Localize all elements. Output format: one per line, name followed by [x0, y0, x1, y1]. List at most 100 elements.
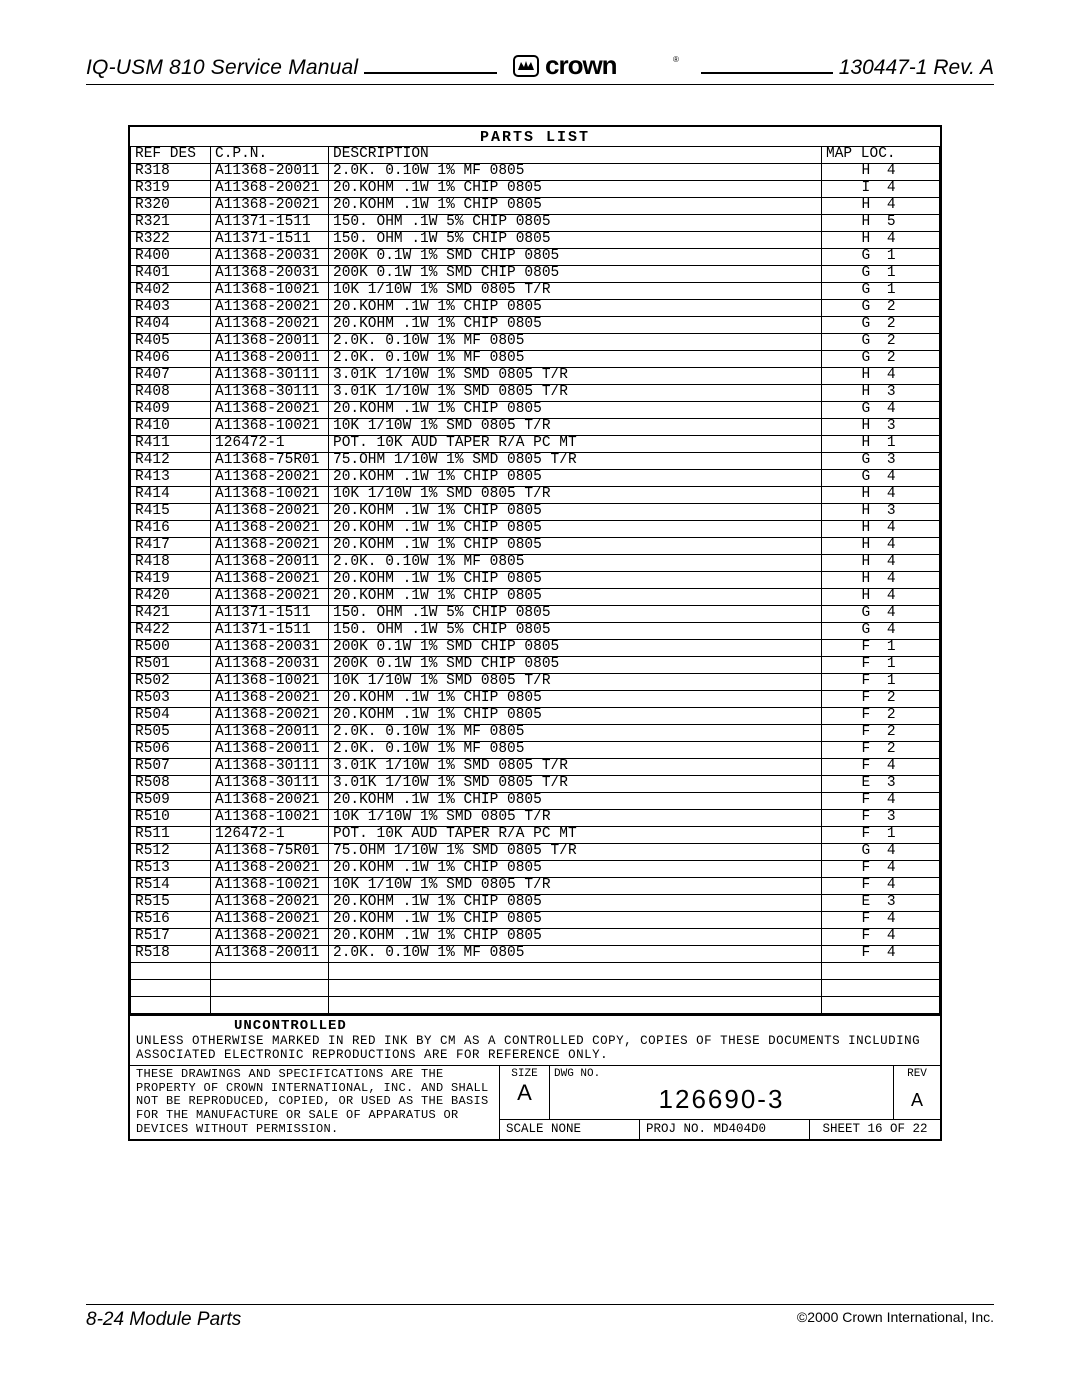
size-cell: SIZE A	[500, 1066, 550, 1120]
cell-cpn: A11368-20031	[211, 657, 329, 674]
cell-ref: R318	[131, 164, 211, 181]
cell-desc: 20.KOHM .1W 1% CHIP 0805	[329, 912, 822, 929]
cell-map: H 4	[822, 487, 940, 504]
sheet-cell: SHEET 16 OF 22	[810, 1120, 940, 1138]
table-row: R509A11368-2002120.KOHM .1W 1% CHIP 0805…	[131, 793, 940, 810]
table-row: R501A11368-20031200K 0.1W 1% SMD CHIP 08…	[131, 657, 940, 674]
cell-map: G 4	[822, 606, 940, 623]
cell-ref: R422	[131, 623, 211, 640]
cell-cpn: A11368-20021	[211, 929, 329, 946]
cell-ref: R517	[131, 929, 211, 946]
cell-desc: 200K 0.1W 1% SMD CHIP 0805	[329, 640, 822, 657]
table-row: R406A11368-200112.0K. 0.10W 1% MF 0805G …	[131, 351, 940, 368]
cell-cpn: A11368-20021	[211, 317, 329, 334]
table-row: R506A11368-200112.0K. 0.10W 1% MF 0805F …	[131, 742, 940, 759]
cell-desc: 20.KOHM .1W 1% CHIP 0805	[329, 504, 822, 521]
cell-cpn: A11368-20021	[211, 895, 329, 912]
col-ref-des: REF DES	[131, 147, 211, 164]
cell-map: F 4	[822, 929, 940, 946]
proj-no-cell: PROJ NO. MD404D0	[640, 1120, 810, 1138]
cell-cpn: A11368-30111	[211, 759, 329, 776]
table-row: R516A11368-2002120.KOHM .1W 1% CHIP 0805…	[131, 912, 940, 929]
cell-desc: 20.KOHM .1W 1% CHIP 0805	[329, 470, 822, 487]
cell-ref: R408	[131, 385, 211, 402]
table-row: R404A11368-2002120.KOHM .1W 1% CHIP 0805…	[131, 317, 940, 334]
cell-cpn: A11371-1511	[211, 232, 329, 249]
table-row: R422A11371-1511150. OHM .1W 5% CHIP 0805…	[131, 623, 940, 640]
cell-map: H 3	[822, 504, 940, 521]
cell-map: H 4	[822, 232, 940, 249]
cell-map: H 4	[822, 572, 940, 589]
cell-map: F 1	[822, 640, 940, 657]
cell-ref: R501	[131, 657, 211, 674]
cell-ref: R404	[131, 317, 211, 334]
cell-ref: R413	[131, 470, 211, 487]
cell-cpn: A11368-20011	[211, 164, 329, 181]
cell-cpn: A11368-20011	[211, 351, 329, 368]
table-row: R500A11368-20031200K 0.1W 1% SMD CHIP 08…	[131, 640, 940, 657]
cell-map: G 2	[822, 317, 940, 334]
table-row: R512A11368-75R0175.OHM 1/10W 1% SMD 0805…	[131, 844, 940, 861]
table-row: R507A11368-301113.01K 1/10W 1% SMD 0805 …	[131, 759, 940, 776]
cell-map: E 3	[822, 895, 940, 912]
table-row: R419A11368-2002120.KOHM .1W 1% CHIP 0805…	[131, 572, 940, 589]
cell-cpn: A11368-10021	[211, 810, 329, 827]
cell-desc: 2.0K. 0.10W 1% MF 0805	[329, 725, 822, 742]
cell-map: F 2	[822, 708, 940, 725]
table-row: R517A11368-2002120.KOHM .1W 1% CHIP 0805…	[131, 929, 940, 946]
table-row: R414A11368-1002110K 1/10W 1% SMD 0805 T/…	[131, 487, 940, 504]
cell-ref: R507	[131, 759, 211, 776]
svg-text:crown: crown	[545, 54, 617, 78]
rev-cell: REV A	[894, 1066, 940, 1120]
cell-cpn: A11368-75R01	[211, 844, 329, 861]
cell-ref: R515	[131, 895, 211, 912]
cell-cpn: A11368-30111	[211, 776, 329, 793]
footer-copyright: ©2000 Crown International, Inc.	[797, 1309, 994, 1331]
cell-cpn: A11368-20021	[211, 691, 329, 708]
cell-desc: 150. OHM .1W 5% CHIP 0805	[329, 606, 822, 623]
cell-ref: R506	[131, 742, 211, 759]
manual-title: IQ-USM 810 Service Manual	[86, 56, 358, 80]
cell-desc: 20.KOHM .1W 1% CHIP 0805	[329, 538, 822, 555]
cell-cpn: A11368-20021	[211, 504, 329, 521]
cell-cpn: A11368-20021	[211, 861, 329, 878]
cell-ref: R319	[131, 181, 211, 198]
cell-desc: 20.KOHM .1W 1% CHIP 0805	[329, 929, 822, 946]
cell-ref: R508	[131, 776, 211, 793]
cell-desc: 75.OHM 1/10W 1% SMD 0805 T/R	[329, 453, 822, 470]
table-row: R403A11368-2002120.KOHM .1W 1% CHIP 0805…	[131, 300, 940, 317]
cell-map: H 4	[822, 555, 940, 572]
cell-desc: 3.01K 1/10W 1% SMD 0805 T/R	[329, 759, 822, 776]
cell-cpn: A11368-10021	[211, 487, 329, 504]
cell-cpn: A11371-1511	[211, 215, 329, 232]
cell-cpn: A11368-20021	[211, 589, 329, 606]
cell-cpn: A11368-20021	[211, 912, 329, 929]
table-row-blank	[131, 997, 940, 1014]
rev-value: A	[894, 1080, 940, 1119]
table-row: R511126472-1POT. 10K AUD TAPER R/A PC MT…	[131, 827, 940, 844]
cell-ref: R420	[131, 589, 211, 606]
cell-desc: 10K 1/10W 1% SMD 0805 T/R	[329, 674, 822, 691]
table-row-blank	[131, 963, 940, 980]
cell-ref: R505	[131, 725, 211, 742]
table-row: R405A11368-200112.0K. 0.10W 1% MF 0805G …	[131, 334, 940, 351]
cell-desc: 200K 0.1W 1% SMD CHIP 0805	[329, 657, 822, 674]
cell-map: F 4	[822, 946, 940, 963]
cell-cpn: A11368-20011	[211, 725, 329, 742]
cell-desc: 10K 1/10W 1% SMD 0805 T/R	[329, 419, 822, 436]
cell-ref: R322	[131, 232, 211, 249]
cell-desc: POT. 10K AUD TAPER R/A PC MT	[329, 436, 822, 453]
cell-desc: 20.KOHM .1W 1% CHIP 0805	[329, 708, 822, 725]
parts-list-title: PARTS LIST	[130, 127, 940, 146]
cell-map: G 3	[822, 453, 940, 470]
cell-desc: 20.KOHM .1W 1% CHIP 0805	[329, 521, 822, 538]
cell-cpn: 126472-1	[211, 436, 329, 453]
cell-ref: R403	[131, 300, 211, 317]
cell-map: G 4	[822, 844, 940, 861]
cell-desc: 3.01K 1/10W 1% SMD 0805 T/R	[329, 776, 822, 793]
cell-ref: R415	[131, 504, 211, 521]
cell-ref: R405	[131, 334, 211, 351]
table-row: R319A11368-2002120.KOHM .1W 1% CHIP 0805…	[131, 181, 940, 198]
footer-section: 8-24 Module Parts	[86, 1309, 241, 1331]
table-row: R514A11368-1002110K 1/10W 1% SMD 0805 T/…	[131, 878, 940, 895]
